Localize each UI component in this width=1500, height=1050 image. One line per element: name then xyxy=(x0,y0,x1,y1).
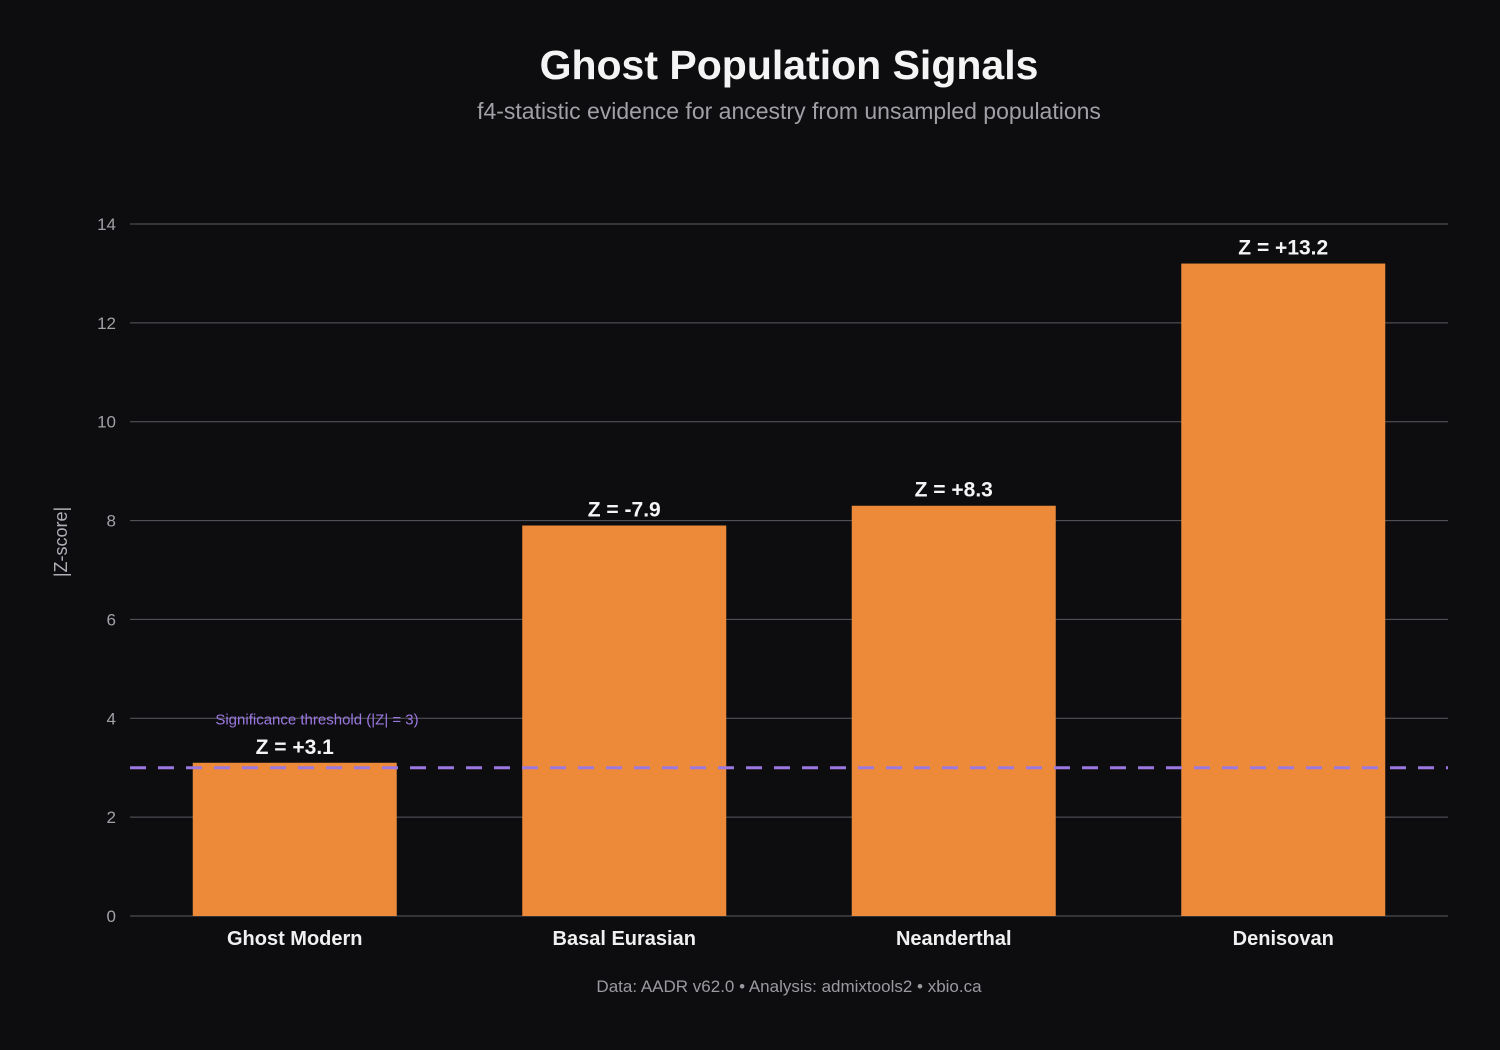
y-tick-label: 10 xyxy=(97,413,116,432)
y-tick-label: 0 xyxy=(107,907,116,926)
y-tick-label: 6 xyxy=(107,610,116,629)
x-tick-label: Basal Eurasian xyxy=(553,928,696,950)
x-tick-label: Denisovan xyxy=(1233,928,1334,950)
chart-title: Ghost Population Signals xyxy=(539,42,1039,88)
data-label: Z = -7.9 xyxy=(588,499,661,522)
y-tick-label: 14 xyxy=(97,215,116,234)
data-label: Z = +8.3 xyxy=(915,479,993,502)
y-tick-label: 12 xyxy=(97,314,116,333)
bar-denisovan xyxy=(1181,263,1386,916)
x-tick-label: Neanderthal xyxy=(896,928,1012,950)
chart-footer: Data: AADR v62.0 • Analysis: admixtools2… xyxy=(596,977,982,996)
y-axis-label: |Z-score| xyxy=(51,507,71,577)
y-tick-label: 4 xyxy=(107,709,116,728)
x-tick-label: Ghost Modern xyxy=(227,928,363,950)
y-tick-label: 2 xyxy=(107,808,116,827)
bar-neanderthal xyxy=(851,505,1056,916)
threshold-label: Significance threshold (|Z| = 3) xyxy=(215,712,418,729)
bar-basal-eurasian xyxy=(522,525,727,916)
chart-subtitle: f4-statistic evidence for ancestry from … xyxy=(477,98,1101,124)
y-tick-label: 8 xyxy=(107,512,116,531)
bar-ghost-modern xyxy=(192,762,397,916)
data-label: Z = +13.2 xyxy=(1238,237,1328,260)
data-label: Z = +3.1 xyxy=(256,736,335,759)
